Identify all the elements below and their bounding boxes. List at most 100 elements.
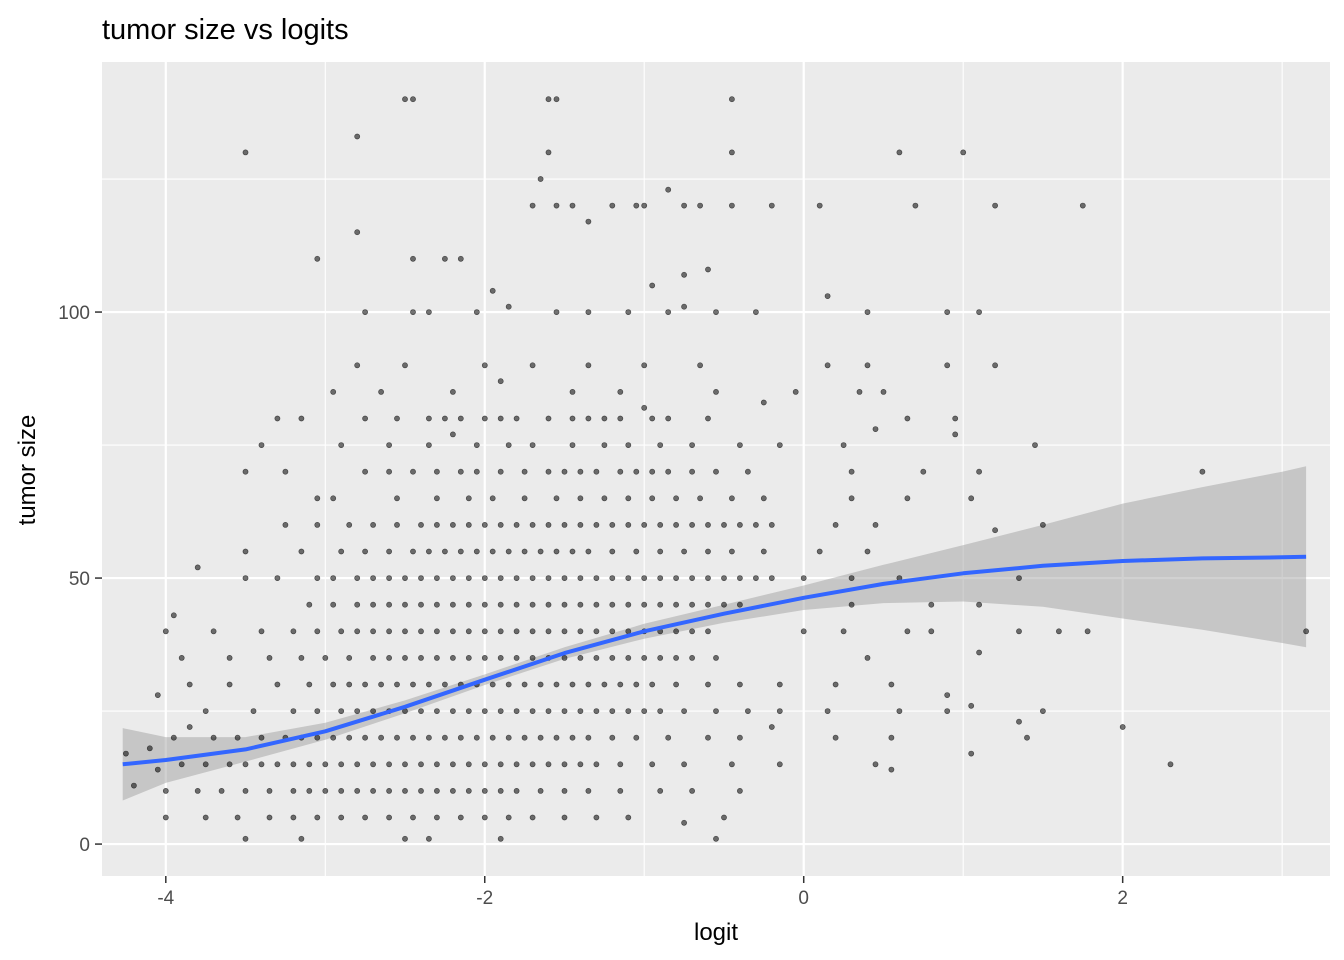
data-point — [330, 681, 337, 688]
data-point — [298, 415, 305, 422]
data-point — [864, 309, 871, 315]
data-point — [792, 388, 799, 395]
data-point — [553, 96, 560, 103]
data-point — [441, 548, 448, 555]
data-point — [729, 761, 735, 768]
data-point — [816, 202, 823, 209]
data-point — [737, 601, 743, 608]
data-point — [976, 468, 982, 475]
data-point — [465, 628, 472, 635]
data-point — [553, 309, 560, 315]
data-point — [497, 708, 504, 714]
data-point — [864, 362, 871, 369]
data-point — [776, 708, 783, 714]
data-point — [266, 814, 273, 821]
data-point — [274, 681, 281, 688]
data-point — [673, 495, 679, 502]
x-axis-label: logit — [694, 919, 738, 946]
data-point — [330, 575, 337, 581]
data-point — [162, 814, 169, 821]
data-point — [689, 788, 695, 794]
data-point — [545, 708, 552, 714]
data-point — [673, 601, 679, 608]
data-point — [737, 734, 743, 741]
data-point — [418, 708, 424, 714]
data-point — [705, 601, 711, 608]
data-point — [290, 814, 297, 821]
data-point — [992, 202, 998, 209]
data-point — [1056, 628, 1062, 635]
data-point — [705, 522, 711, 528]
data-point — [753, 309, 759, 315]
data-point — [1199, 468, 1206, 475]
data-point — [402, 761, 408, 768]
data-point — [330, 388, 337, 395]
data-point — [354, 708, 361, 714]
data-point — [457, 548, 464, 555]
data-point — [306, 788, 313, 794]
data-point — [497, 575, 504, 581]
data-point — [673, 522, 679, 528]
data-point — [641, 575, 648, 581]
data-point — [561, 601, 568, 608]
data-point — [290, 788, 297, 794]
data-point — [729, 548, 735, 555]
data-point — [888, 681, 895, 688]
data-point — [513, 628, 520, 635]
data-point — [657, 522, 664, 528]
data-point — [449, 628, 456, 635]
data-point — [713, 835, 719, 842]
data-point — [1040, 522, 1046, 528]
data-point — [489, 734, 496, 741]
data-point — [657, 442, 664, 448]
data-point — [402, 788, 408, 794]
data-point — [465, 655, 472, 661]
data-point — [354, 362, 361, 369]
data-point — [162, 628, 169, 635]
x-tick-label: 0 — [798, 888, 809, 909]
data-point — [346, 522, 353, 528]
data-point — [625, 575, 632, 581]
data-point — [577, 708, 584, 714]
data-point — [473, 309, 480, 315]
data-point — [561, 788, 568, 794]
data-point — [545, 149, 552, 156]
data-point — [202, 708, 209, 714]
data-point — [505, 303, 512, 310]
data-point — [322, 788, 329, 794]
data-point — [465, 495, 472, 502]
data-point — [258, 734, 265, 741]
data-point — [433, 655, 440, 661]
data-point — [497, 468, 504, 475]
data-point — [402, 96, 408, 103]
data-point — [433, 708, 440, 714]
data-point — [585, 309, 592, 315]
data-point — [449, 788, 456, 794]
data-point — [561, 708, 568, 714]
data-point — [449, 522, 456, 528]
data-point — [338, 442, 345, 448]
data-point — [569, 681, 576, 688]
data-point — [386, 655, 392, 661]
data-point — [617, 388, 624, 395]
data-point — [545, 468, 552, 475]
data-point — [354, 761, 361, 768]
data-point — [521, 681, 528, 688]
data-point — [593, 708, 600, 714]
data-point — [465, 788, 472, 794]
data-point — [968, 702, 975, 709]
data-point — [258, 442, 265, 448]
data-point — [322, 655, 329, 661]
data-point — [768, 724, 775, 730]
data-point — [569, 548, 576, 555]
data-point — [513, 788, 520, 794]
data-point — [529, 814, 536, 821]
data-point — [737, 681, 743, 688]
data-point — [433, 761, 440, 768]
data-point — [210, 734, 217, 741]
data-point — [824, 708, 831, 714]
data-point — [944, 309, 951, 315]
data-point — [776, 681, 783, 688]
data-point — [848, 601, 855, 608]
data-point — [386, 761, 392, 768]
